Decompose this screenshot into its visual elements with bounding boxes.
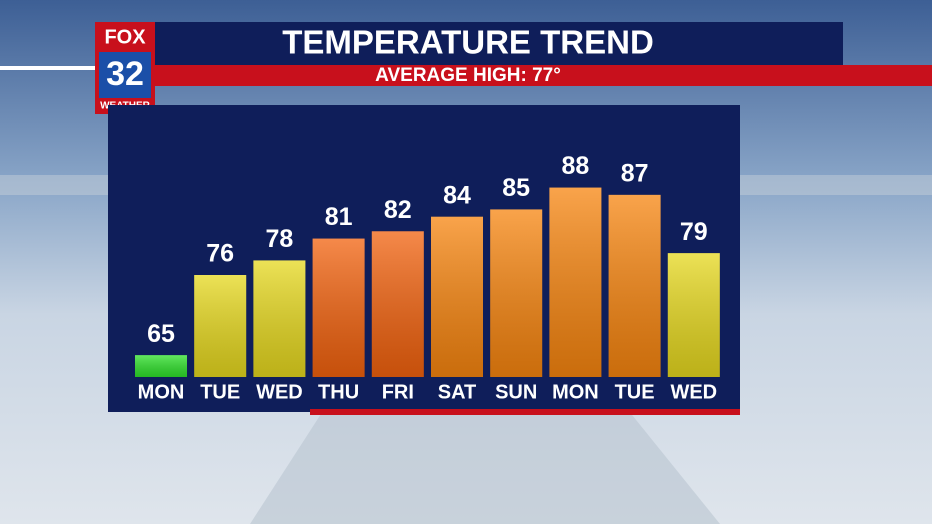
x-tick-label: TUE [615, 381, 655, 403]
x-tick-label: FRI [382, 381, 414, 403]
subtitle-bar [155, 65, 932, 86]
value-label: 82 [384, 196, 412, 224]
chart-subtitle: AVERAGE HIGH: 77° [375, 65, 561, 86]
value-label: 81 [325, 203, 353, 231]
x-tick-label: WED [670, 381, 717, 403]
value-label: 85 [502, 174, 530, 202]
bar-shade [371, 231, 424, 377]
logo-inner [99, 52, 151, 98]
x-tick-label: SUN [495, 381, 537, 403]
bar-shade [490, 209, 543, 377]
logo-network: FOX [104, 26, 146, 48]
header-line [0, 66, 100, 70]
bar-shade [194, 275, 247, 377]
x-tick-label: MON [138, 381, 185, 403]
logo-channel: 32 [106, 55, 144, 93]
bar-shade [312, 238, 365, 377]
panel-accent [310, 409, 740, 415]
chart-title: TEMPERATURE TREND [282, 24, 654, 61]
bar-shade [549, 187, 602, 377]
value-label: 84 [443, 181, 471, 209]
bar-shade [667, 253, 720, 377]
bar-shade [431, 216, 483, 377]
bar-shade [253, 260, 306, 377]
bar-shade [135, 355, 187, 377]
x-tick-label: WED [256, 381, 303, 403]
bar-shade [608, 194, 661, 377]
value-label: 78 [265, 225, 293, 253]
x-tick-label: THU [318, 381, 359, 403]
plot: 65 MON 76 TUE 78 WED 81 THU 82 FRI 84 SAT 85 SUN 88 MON… [135, 152, 720, 403]
value-label: 76 [206, 240, 234, 268]
stage-floor [250, 400, 720, 524]
x-tick-label: SAT [438, 381, 477, 403]
value-label: 79 [680, 218, 708, 246]
title-bar [95, 22, 843, 66]
x-tick-label: MON [552, 381, 599, 403]
value-label: 65 [147, 320, 175, 348]
value-label: 87 [621, 159, 649, 187]
value-label: 88 [561, 152, 589, 180]
x-tick-label: TUE [200, 381, 240, 403]
